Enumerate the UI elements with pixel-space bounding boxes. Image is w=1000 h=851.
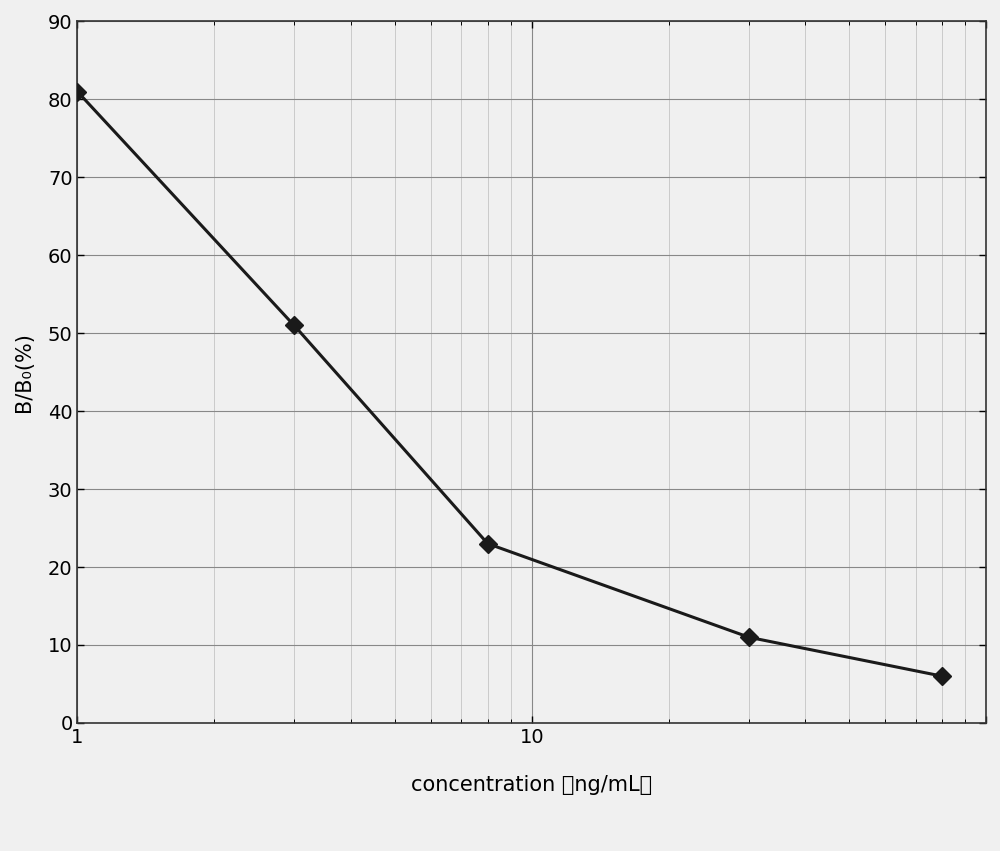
X-axis label: concentration （ng/mL）: concentration （ng/mL）	[411, 774, 652, 795]
Y-axis label: B/B₀(%): B/B₀(%)	[14, 332, 34, 412]
